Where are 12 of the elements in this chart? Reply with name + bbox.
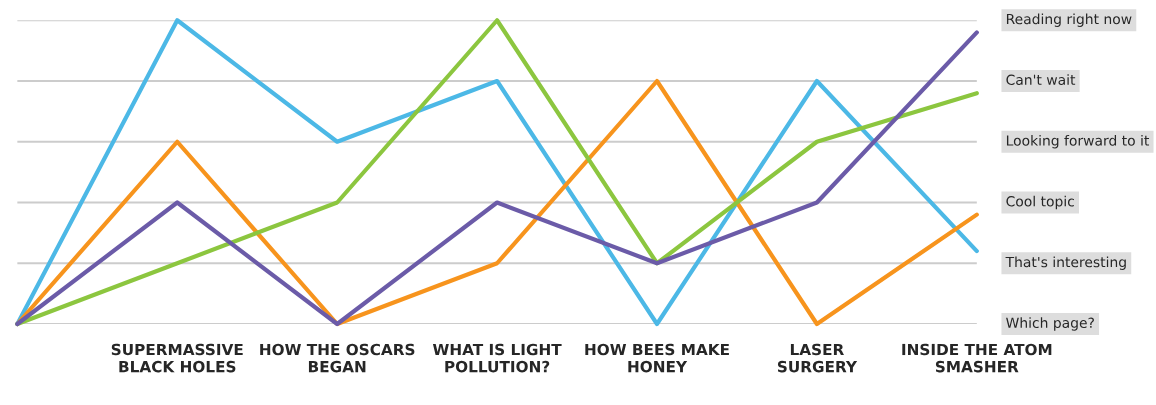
- ref-line-label: Reading right now: [1006, 13, 1132, 27]
- x-tick-label: INSIDE THE ATOM SMASHER: [902, 343, 1052, 373]
- x-tick-label: WHAT IS LIGHT POLLUTION?: [432, 343, 562, 373]
- ref-line-label: Can't wait: [1006, 74, 1076, 86]
- x-tick-label: HOW THE OSCARS BEGAN: [260, 343, 415, 373]
- ref-line-label: Looking forward to it: [1006, 135, 1150, 149]
- ref-line-label: Cool topic: [1006, 195, 1074, 210]
- x-tick-label: LASER SURGERY: [777, 343, 858, 373]
- x-tick-label: SUPERMASSIVE BLACK HOLES: [111, 343, 243, 373]
- ref-line-label: Which page?: [1006, 317, 1094, 331]
- x-tick-label: HOW BEES MAKE HONEY: [585, 343, 729, 373]
- ref-line-label: That's interesting: [1005, 256, 1126, 270]
